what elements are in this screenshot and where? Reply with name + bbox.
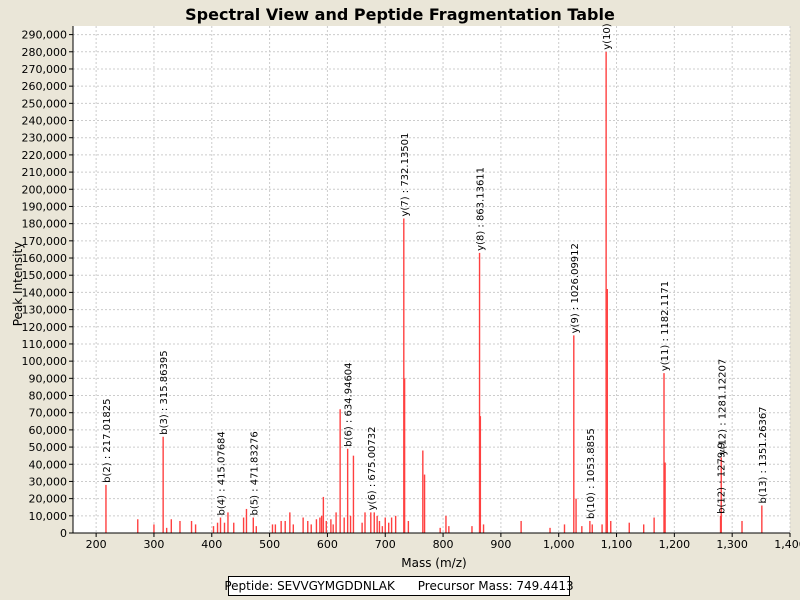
x-tick-label: 1,000 <box>543 538 575 551</box>
x-axis-label: Mass (m/z) <box>401 556 466 570</box>
y-tick-label: 30,000 <box>29 475 68 488</box>
y-tick-label: 260,000 <box>22 80 68 93</box>
x-tick-label: 1,400 <box>774 538 800 551</box>
peak-annotation: b(2) : 217.01825 <box>102 399 113 483</box>
peak-annotation: b(10) : 1053.8855 <box>586 428 597 519</box>
peak-annotation: y(12) : 1281.12207 <box>717 359 728 456</box>
y-tick-label: 200,000 <box>22 183 68 196</box>
peak-annotation: y(6) : 675.00732 <box>367 426 378 510</box>
peaks-layer <box>105 51 763 533</box>
y-tick-label: 270,000 <box>22 63 68 76</box>
y-tick-label: 130,000 <box>22 304 68 317</box>
y-axis-label: Peak Intensity <box>11 242 25 327</box>
y-tick-label: 10,000 <box>29 510 68 523</box>
x-tick-label: 900 <box>490 538 511 551</box>
plot-area <box>73 26 790 533</box>
peptide-label: Peptide: <box>224 579 274 593</box>
precursor-label: Precursor Mass: <box>417 579 513 593</box>
y-tick-label: 150,000 <box>22 269 68 282</box>
chart-title: Spectral View and Peptide Fragmentation … <box>185 5 615 24</box>
peak-annotation: y(7) : 732.13501 <box>400 133 411 217</box>
x-tick-label: 200 <box>86 538 107 551</box>
peak-annotation: b(3) : 315.86395 <box>159 350 170 434</box>
x-tick-label: 1,200 <box>659 538 691 551</box>
precursor-mass: 749.4413 <box>516 579 574 593</box>
y-tick-label: 80,000 <box>29 390 68 403</box>
x-tick-label: 700 <box>375 538 396 551</box>
peptide-sequence: SEVVGYMGDDNLAK <box>277 579 395 593</box>
y-tick-label: 190,000 <box>22 200 68 213</box>
y-tick-label: 70,000 <box>29 407 68 420</box>
peak-annotation: y(9) : 1026.09912 <box>570 243 581 333</box>
peak-annotations: b(2) : 217.01825 b(3) : 315.86395 b(4) : 4… <box>102 23 769 519</box>
y-tick-label: 50,000 <box>29 441 68 454</box>
x-tick-label: 500 <box>259 538 280 551</box>
peptide-info-box: Peptide: SEVVGYMGDDNLAK Precursor Mass: … <box>224 576 574 596</box>
y-tick-label: 170,000 <box>22 235 68 248</box>
y-tick-label: 20,000 <box>29 493 68 506</box>
y-tick-label: 110,000 <box>22 338 68 351</box>
x-tick-label: 400 <box>201 538 222 551</box>
y-tick-label: 290,000 <box>22 29 68 42</box>
y-tick-label: 120,000 <box>22 321 68 334</box>
y-tick-label: 210,000 <box>22 166 68 179</box>
y-tick-label: 40,000 <box>29 458 68 471</box>
x-tick-label: 1,100 <box>601 538 633 551</box>
peak-annotation: b(5) : 471.83276 <box>249 431 260 515</box>
peak-annotation: b(12) : 1279.9 <box>717 442 728 514</box>
y-tick-label: 100,000 <box>22 355 68 368</box>
peak-annotation: y(10) <box>602 23 613 50</box>
y-tick-label: 0 <box>60 527 67 540</box>
x-tick-label: 1,300 <box>716 538 748 551</box>
y-tick-label: 220,000 <box>22 149 68 162</box>
y-tick-label: 160,000 <box>22 252 68 265</box>
y-tick-label: 280,000 <box>22 46 68 59</box>
peak-annotation: y(8) : 863.13611 <box>476 167 487 251</box>
peak-annotation: b(13) : 1351.26367 <box>758 406 769 503</box>
x-tick-label: 300 <box>143 538 164 551</box>
x-tick-label: 800 <box>433 538 454 551</box>
y-tick-label: 180,000 <box>22 218 68 231</box>
y-tick-label: 240,000 <box>22 115 68 128</box>
y-tick-label: 250,000 <box>22 97 68 110</box>
x-tick-label: 600 <box>317 538 338 551</box>
x-axis: 200 300 400 500 600 700 800 900 1,000 1,100 1,200 1… <box>73 532 800 551</box>
peak-annotation: y(11) : 1182.1171 <box>660 281 671 371</box>
peak-annotation: b(6) : 634.94604 <box>344 362 355 446</box>
y-tick-label: 90,000 <box>29 372 68 385</box>
peak-annotation: b(4) : 415.07684 <box>216 431 227 515</box>
y-tick-label: 230,000 <box>22 132 68 145</box>
y-axis: 0 10,000 20,000 30,000 40,000 50,000 60,000 70,… <box>22 26 74 540</box>
y-tick-label: 60,000 <box>29 424 68 437</box>
y-tick-label: 140,000 <box>22 286 68 299</box>
grid <box>73 26 791 533</box>
